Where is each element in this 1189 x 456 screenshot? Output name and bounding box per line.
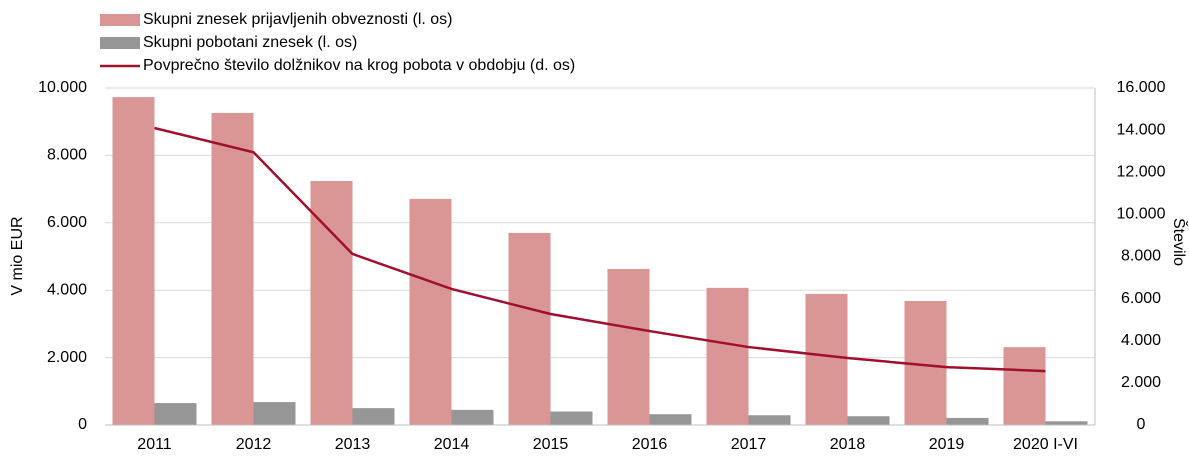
y2-tick-label: 4.000 bbox=[1121, 332, 1161, 349]
y2-tick-label: 14.000 bbox=[1117, 121, 1166, 138]
legend-label: Skupni pobotani znesek (l. os) bbox=[143, 34, 357, 51]
y-tick-label: 4.000 bbox=[47, 281, 87, 298]
line bbox=[154, 126, 1046, 373]
bar bbox=[112, 97, 155, 425]
bar bbox=[550, 411, 593, 425]
bar bbox=[1003, 347, 1046, 425]
bar bbox=[211, 112, 254, 426]
x-tick-label: 2011 bbox=[137, 436, 172, 453]
bar bbox=[946, 417, 989, 425]
bar bbox=[508, 232, 551, 425]
x-tick-label: 2018 bbox=[830, 436, 866, 453]
x-tick-label: 2015 bbox=[533, 436, 569, 453]
y-tick-label: 8.000 bbox=[47, 147, 87, 164]
x-tick-label: 2019 bbox=[929, 436, 965, 453]
bar bbox=[706, 287, 749, 425]
x-tick-label: 2014 bbox=[434, 436, 470, 453]
bar bbox=[1045, 421, 1088, 425]
legend-label: Povprečno število dolžnikov na krog pobo… bbox=[143, 57, 575, 74]
bar bbox=[649, 414, 692, 425]
bar bbox=[805, 293, 848, 425]
x-tick-label: 2013 bbox=[335, 436, 371, 453]
y-tick-label: 10.000 bbox=[38, 79, 87, 96]
y2-tick-label: 16.000 bbox=[1117, 79, 1166, 96]
y2-tick-label: 8.000 bbox=[1121, 248, 1161, 265]
bar bbox=[607, 268, 650, 425]
y-tick-label: 2.000 bbox=[47, 349, 87, 366]
legend-label: Skupni znesek prijavljenih obveznosti (l… bbox=[143, 11, 452, 28]
bar bbox=[253, 402, 296, 425]
bar bbox=[451, 409, 494, 425]
x-tick-label: 2020 I-VI bbox=[1013, 436, 1078, 453]
y2-tick-label: 12.000 bbox=[1117, 163, 1166, 180]
y-tick-label: 6.000 bbox=[47, 214, 87, 231]
x-tick-label: 2012 bbox=[236, 436, 272, 453]
y2-axis-title: Število bbox=[1170, 218, 1189, 266]
y-tick-label: 0 bbox=[78, 416, 87, 433]
y2-tick-label: 10.000 bbox=[1117, 206, 1166, 223]
bar bbox=[409, 198, 452, 425]
y2-tick-label: 0 bbox=[1137, 416, 1146, 433]
bar bbox=[352, 408, 395, 425]
y2-tick-label: 6.000 bbox=[1121, 290, 1161, 307]
bar bbox=[310, 181, 353, 425]
y-axis-title: V mio EUR bbox=[9, 216, 26, 295]
legend-swatch bbox=[100, 37, 140, 49]
bar bbox=[748, 415, 791, 425]
bar bbox=[154, 403, 197, 425]
y2-tick-label: 2.000 bbox=[1121, 374, 1161, 391]
x-tick-label: 2016 bbox=[632, 436, 668, 453]
x-tick-label: 2017 bbox=[731, 436, 767, 453]
bar bbox=[847, 416, 890, 425]
legend-swatch bbox=[100, 14, 140, 26]
